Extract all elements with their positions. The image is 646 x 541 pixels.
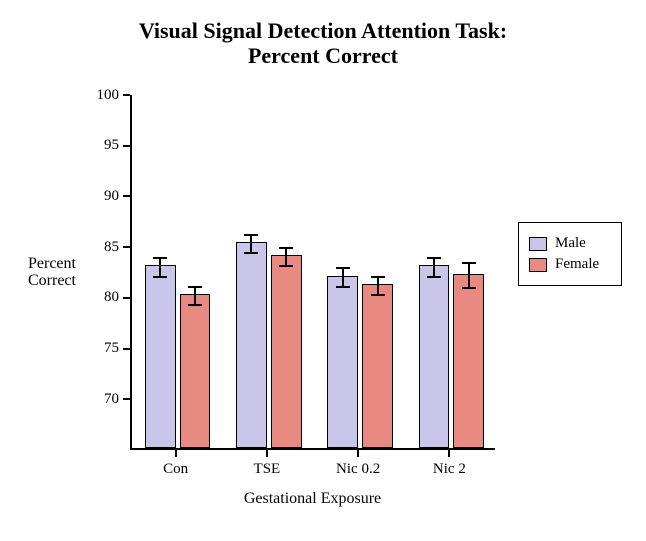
- legend-item-female: Female: [529, 256, 611, 273]
- x-tick-label: Nic 0.2: [313, 461, 404, 478]
- legend-label-female: Female: [555, 256, 599, 273]
- legend: Male Female: [518, 222, 622, 286]
- y-axis-title-line1: Percent: [28, 255, 76, 272]
- y-tick-mark: [123, 398, 130, 400]
- bar-male: [236, 242, 267, 448]
- bar-female: [180, 294, 211, 448]
- y-tick-mark: [123, 94, 130, 96]
- x-tick-mark: [175, 450, 177, 457]
- y-tick-mark: [123, 195, 130, 197]
- y-tick-label: 100: [79, 87, 119, 104]
- y-tick-label: 90: [79, 188, 119, 205]
- plot-area: [130, 95, 495, 450]
- chart-stage: { "chart": { "type": "bar", "title_line1…: [0, 0, 646, 541]
- y-tick-label: 70: [79, 391, 119, 408]
- y-tick-label: 80: [79, 289, 119, 306]
- y-tick-label: 75: [79, 340, 119, 357]
- chart-title: Visual Signal Detection Attention Task: …: [0, 18, 646, 69]
- legend-swatch-female: [529, 258, 547, 272]
- bar-male: [327, 276, 358, 448]
- y-tick-mark: [123, 348, 130, 350]
- y-tick-mark: [123, 145, 130, 147]
- legend-label-male: Male: [555, 235, 586, 252]
- y-axis-title: Percent Correct: [12, 255, 92, 290]
- legend-swatch-male: [529, 237, 547, 251]
- y-tick-mark: [123, 297, 130, 299]
- x-tick-mark: [266, 450, 268, 457]
- x-tick-mark: [357, 450, 359, 457]
- x-tick-label: Nic 2: [404, 461, 495, 478]
- chart-title-line2: Percent Correct: [248, 43, 398, 68]
- bar-female: [271, 255, 302, 448]
- bar-female: [453, 274, 484, 448]
- y-tick-mark: [123, 246, 130, 248]
- x-tick-label: Con: [130, 461, 221, 478]
- bar-male: [419, 265, 450, 448]
- y-tick-label: 85: [79, 239, 119, 256]
- bar-male: [145, 265, 176, 448]
- chart-title-line1: Visual Signal Detection Attention Task:: [139, 18, 507, 43]
- y-axis-title-line2: Correct: [28, 272, 76, 289]
- x-axis-title: Gestational Exposure: [130, 490, 495, 508]
- legend-item-male: Male: [529, 235, 611, 252]
- y-tick-label: 95: [79, 137, 119, 154]
- bar-female: [362, 284, 393, 448]
- x-tick-label: TSE: [221, 461, 312, 478]
- x-tick-mark: [448, 450, 450, 457]
